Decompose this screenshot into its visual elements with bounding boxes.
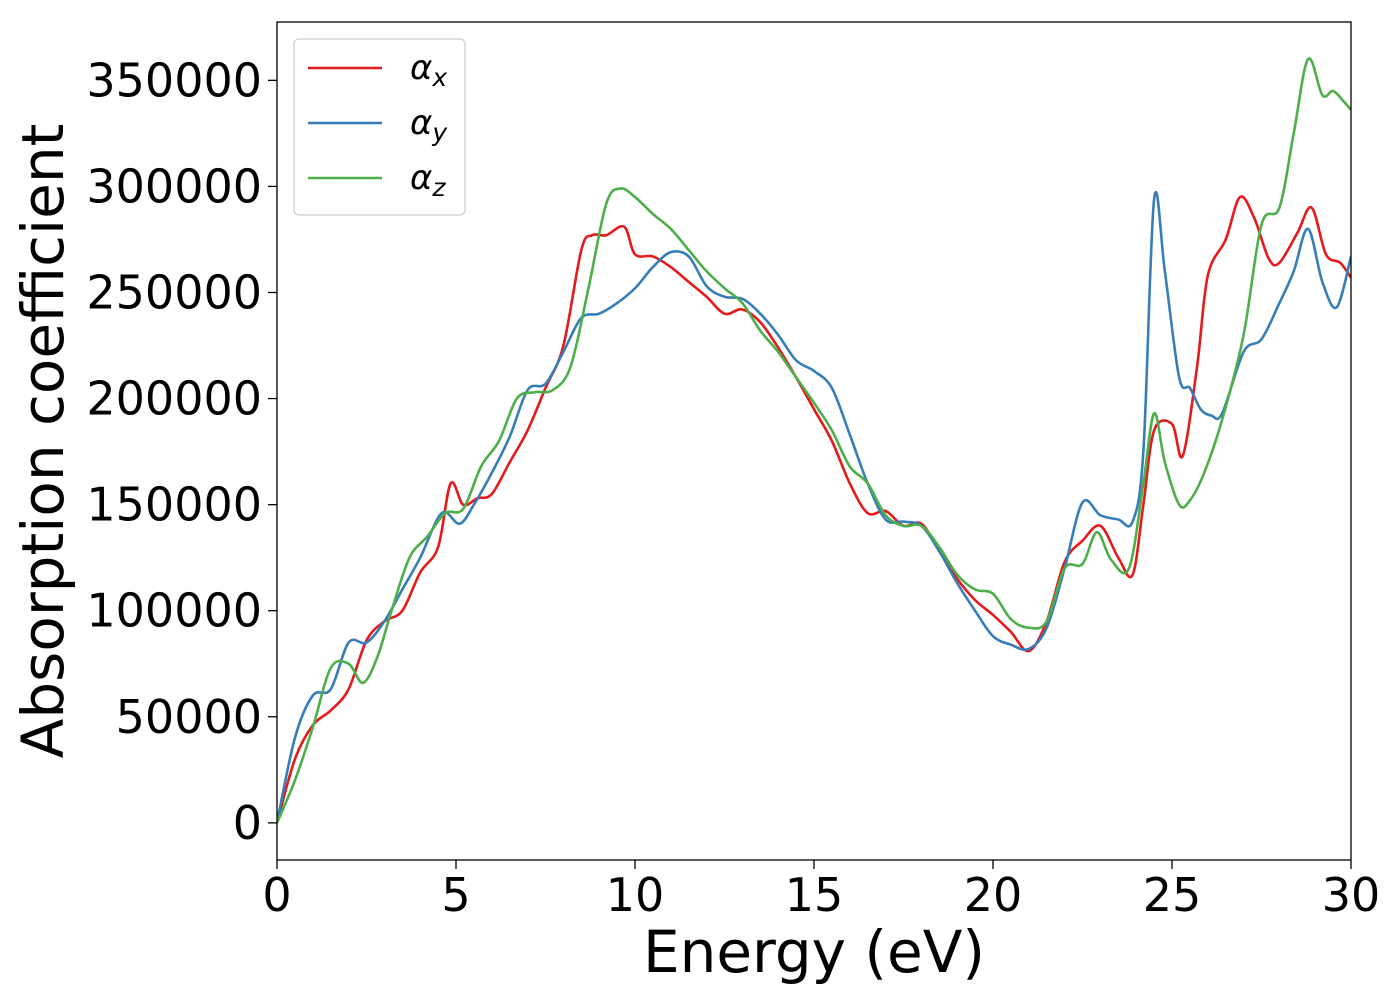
series-line-x	[277, 195, 1351, 824]
y-tick-label: 0	[233, 796, 262, 850]
x-tick-label: 25	[1143, 868, 1202, 922]
x-axis-title: Energy (eV)	[643, 918, 985, 986]
x-tick-label: 15	[785, 868, 844, 922]
legend-label-y: αy	[410, 103, 448, 147]
legend-label-sub: z	[431, 173, 446, 202]
y-tick-label: 200000	[86, 372, 262, 426]
legend-box	[293, 38, 466, 216]
x-tick-label: 5	[441, 868, 470, 922]
series-line-z	[277, 57, 1351, 824]
x-tick-label: 0	[262, 868, 291, 922]
legend-label-base: α	[410, 48, 432, 88]
legend-label-sub: x	[431, 63, 447, 92]
legend-label-sub: y	[431, 118, 448, 147]
series-layer	[277, 57, 1351, 824]
series-line-y	[277, 190, 1351, 824]
legend-label-base: α	[410, 103, 432, 143]
x-tick-label: 30	[1322, 868, 1381, 922]
y-tick-label: 150000	[86, 478, 262, 532]
y-axis-title: Absorption coefficient	[9, 124, 77, 759]
y-tick-label: 300000	[86, 159, 262, 213]
x-tick-label: 20	[964, 868, 1023, 922]
y-axis-ticks: 0 50000 100000 150000 200000 250000 300000 3500…	[86, 53, 277, 850]
x-tick-label: 10	[606, 868, 665, 922]
legend-label-base: α	[410, 158, 432, 198]
y-tick-label: 250000	[86, 265, 262, 319]
x-axis-ticks: 0 5 10 15 20 25 30	[262, 860, 1380, 922]
legend-label-x: αx	[410, 48, 447, 92]
y-tick-label: 50000	[116, 690, 262, 744]
legend-label-z: αz	[410, 158, 446, 202]
y-tick-label: 100000	[86, 584, 262, 638]
y-tick-label: 350000	[86, 53, 262, 107]
